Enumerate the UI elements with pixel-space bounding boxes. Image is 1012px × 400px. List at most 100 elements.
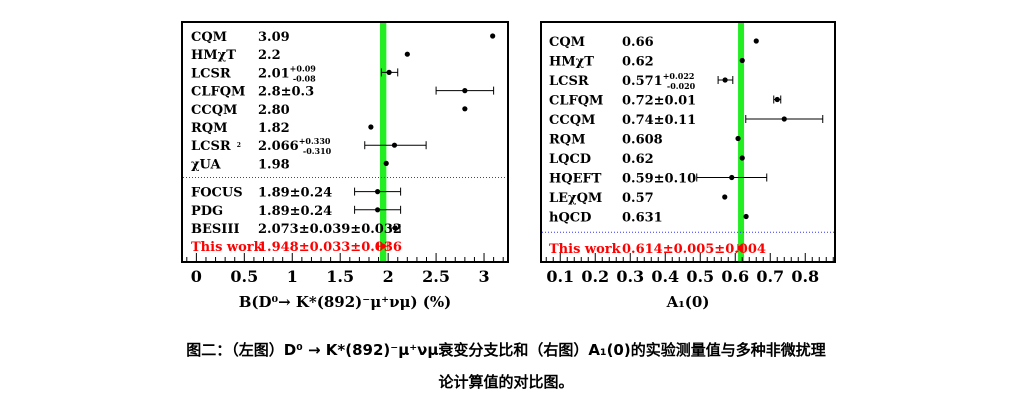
value-label: 0.59±0.10 — [622, 172, 696, 187]
tick-label: 0.7 — [756, 267, 784, 286]
tick-label: 0.4 — [651, 267, 679, 286]
data-point — [375, 207, 381, 213]
value-label: 0.614±0.005±0.004 — [622, 242, 766, 257]
tick-label: 0.8 — [791, 267, 819, 286]
model-label: This work — [191, 240, 264, 255]
value-label: 0.631 — [622, 211, 663, 226]
value-upper-error: +0.330 — [299, 136, 331, 146]
tick-label: 0.2 — [581, 267, 609, 286]
value-label: 2.80 — [258, 103, 290, 118]
model-label: LCSR — [549, 74, 589, 89]
value-label: 0.57 — [622, 191, 654, 206]
data-point — [383, 160, 389, 166]
value-label: 0.74±0.11 — [622, 113, 696, 128]
value-label: 2.073±0.039±0.032 — [258, 222, 402, 237]
tick-label: 0.5 — [230, 267, 258, 286]
value-label: 2.066+0.330 -0.310 — [258, 136, 332, 156]
data-point — [722, 194, 728, 200]
value-lower-error: -0.310 — [303, 146, 332, 156]
data-point — [743, 213, 749, 220]
model-label: χUA — [191, 157, 221, 172]
data-point — [404, 51, 410, 57]
model-label: LCSR — [191, 66, 231, 81]
data-point — [735, 135, 741, 142]
value-upper-error: +0.022 — [663, 71, 695, 81]
value-label: 0.72±0.01 — [622, 94, 696, 109]
tick-label: 1 — [287, 267, 298, 286]
value-label: 0.62 — [622, 152, 654, 167]
model-label: RQM — [191, 121, 228, 136]
model-label: CLFQM — [191, 85, 245, 100]
figure-canvas: CQM 3.09 HMχT 2.2 LCSR 2.01+0.09 -0.08 CLFQM 2.8… — [181, 21, 836, 311]
model-label: PDG — [191, 204, 223, 219]
model-label: HMχT — [549, 55, 594, 70]
value-label: 1.89±0.24 — [258, 204, 332, 219]
data-point — [739, 57, 745, 64]
tick-label: 0.6 — [721, 267, 749, 286]
value-label: 0.608 — [622, 133, 663, 148]
figure-caption-line-2: 论计算值的对比图。 — [438, 373, 574, 391]
data-point — [462, 106, 468, 112]
result-band — [379, 23, 387, 261]
value-label: 0.571+0.022 -0.020 — [622, 71, 696, 91]
model-label: LEχQM — [549, 191, 602, 206]
result-band — [738, 23, 745, 261]
value-label: 2.8±0.3 — [258, 85, 314, 100]
data-point — [392, 225, 398, 231]
model-label: FOCUS — [191, 186, 243, 201]
tick-label: 3 — [478, 267, 489, 286]
data-point — [722, 77, 728, 83]
value-label: 0.66 — [622, 35, 654, 50]
model-label: CQM — [549, 35, 585, 50]
value-upper-error: +0.09 — [290, 63, 317, 73]
value-label: 3.09 — [258, 30, 290, 45]
chart-panel-1: CQM 3.09 HMχT 2.2 LCSR 2.01+0.09 -0.08 CLFQM 2.8… — [181, 21, 509, 311]
tick-label: 0.3 — [616, 267, 644, 286]
figure-caption-line-1: 图二：（左图）D⁰ → K*(892)⁻μ⁺νμ衰变分支比和（右图）A₁(0)的… — [186, 341, 826, 359]
data-point — [380, 243, 386, 249]
model-label: RQM — [549, 133, 586, 148]
value-label: 0.62 — [622, 55, 654, 70]
data-point — [729, 174, 735, 181]
x-axis-title: A₁(0) — [666, 293, 710, 311]
data-point — [386, 69, 392, 75]
model-label-superscript: 2 — [237, 142, 241, 149]
value-label: 1.89±0.24 — [258, 186, 332, 201]
tick-label: 2 — [383, 267, 394, 286]
model-label: HQEFT — [549, 172, 602, 187]
data-point — [739, 155, 745, 161]
data-point — [462, 88, 468, 94]
plot-frame — [181, 21, 509, 263]
model-label: hQCD — [549, 211, 591, 226]
tick-label: 1.5 — [326, 267, 354, 286]
tick-label: 0.1 — [546, 267, 574, 286]
value-label: 2.2 — [258, 48, 281, 63]
model-label: LQCD — [549, 152, 591, 167]
model-label: BESIII — [191, 222, 240, 237]
data-point — [781, 116, 787, 122]
data-point — [737, 245, 743, 251]
value-lower-error: -0.08 — [293, 73, 316, 83]
model-label: HMχT — [191, 48, 236, 63]
value-label: 1.82 — [258, 121, 290, 136]
data-point — [490, 33, 496, 39]
chart-panel-2: CQM 0.66 HMχT 0.62 LCSR 0.571+0.022 -0.020 CLFQ… — [540, 21, 836, 311]
model-label: CLFQM — [549, 94, 603, 109]
data-point — [753, 38, 759, 44]
model-label: CCQM — [549, 113, 595, 128]
tick-label: 0 — [191, 267, 202, 286]
data-point — [368, 124, 374, 130]
value-label: 1.948±0.033±0.036 — [258, 240, 402, 255]
data-point — [375, 189, 381, 195]
x-axis-title: B(D⁰→ K*(892)⁻μ⁺νμ) (%) — [239, 293, 452, 311]
model-label: CQM — [191, 30, 227, 45]
value-lower-error: -0.020 — [667, 81, 696, 91]
value-label: 2.01+0.09 -0.08 — [258, 63, 316, 83]
tick-label: 2.5 — [422, 267, 450, 286]
model-label: This work — [549, 242, 622, 257]
plot-frame — [540, 21, 836, 263]
model-label: LCSR 2 — [191, 139, 241, 154]
data-point — [774, 96, 780, 103]
tick-label: 0.5 — [686, 267, 714, 286]
value-label: 1.98 — [258, 157, 290, 172]
